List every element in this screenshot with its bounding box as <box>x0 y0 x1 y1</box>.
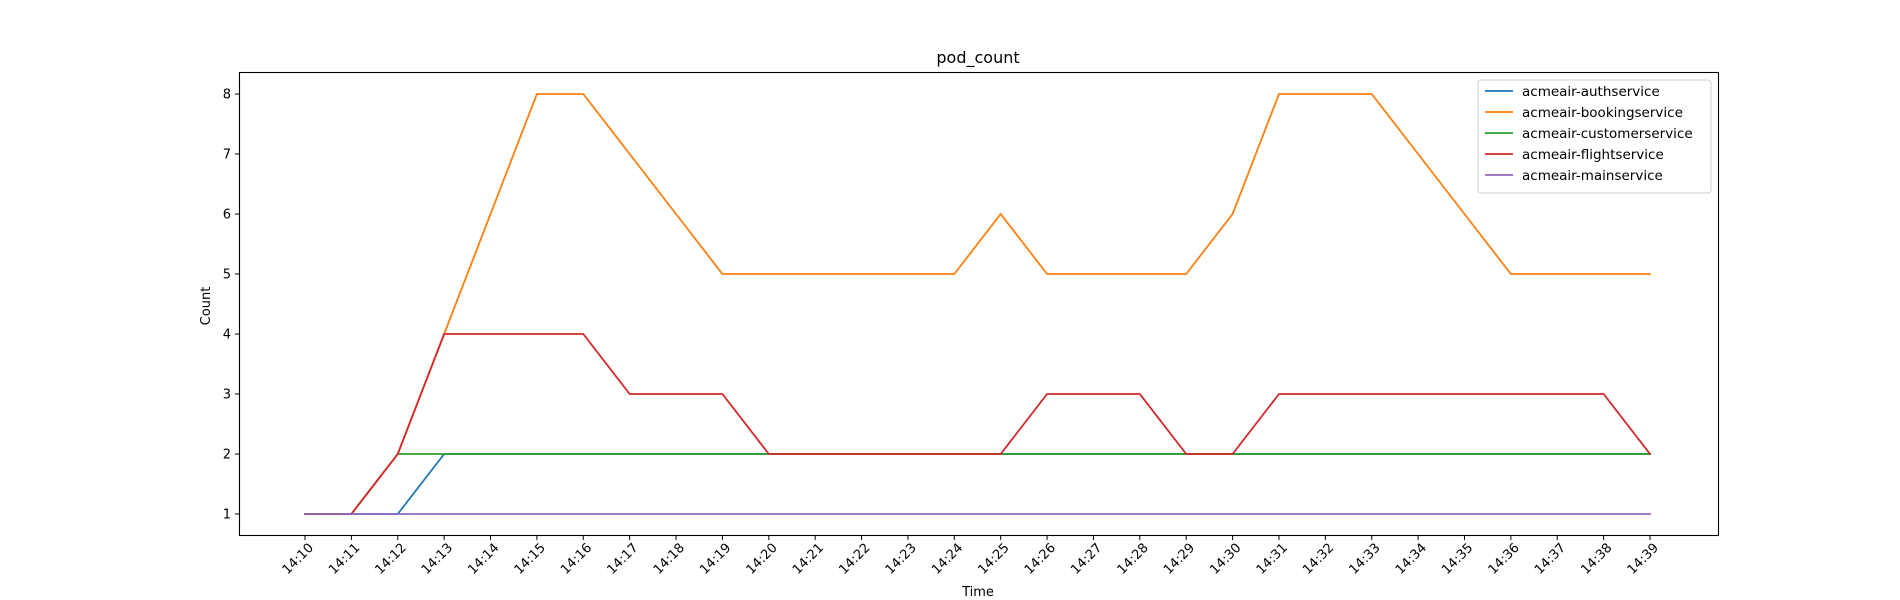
plot-frame <box>238 71 1720 537</box>
y-tick-label: 1 <box>223 508 231 523</box>
chart-title: pod_count <box>936 48 1019 68</box>
y-tick-label: 3 <box>223 388 231 403</box>
y-tick-label: 4 <box>223 328 231 343</box>
y-tick-label: 8 <box>223 88 231 103</box>
series-line-acmeair-bookingservice <box>304 93 1651 515</box>
y-axis-label: Count <box>199 287 214 326</box>
legend-label: acmeair-customerservice <box>1522 126 1693 142</box>
y-tick-label: 5 <box>223 268 231 283</box>
legend-label: acmeair-bookingservice <box>1522 105 1683 121</box>
legend-label: acmeair-flightservice <box>1522 147 1664 163</box>
series-line-acmeair-flightservice <box>304 333 1652 515</box>
legend: acmeair-authservice acmeair-bookingservic… <box>1477 79 1712 194</box>
legend-label: acmeair-authservice <box>1522 84 1660 100</box>
x-axis-label: Time <box>961 585 994 600</box>
y-tick-label: 7 <box>223 148 231 163</box>
legend-box <box>1477 79 1712 194</box>
legend-label: acmeair-mainservice <box>1522 168 1663 184</box>
y-tick-label: 6 <box>223 208 231 223</box>
y-tick-label: 2 <box>223 448 231 463</box>
